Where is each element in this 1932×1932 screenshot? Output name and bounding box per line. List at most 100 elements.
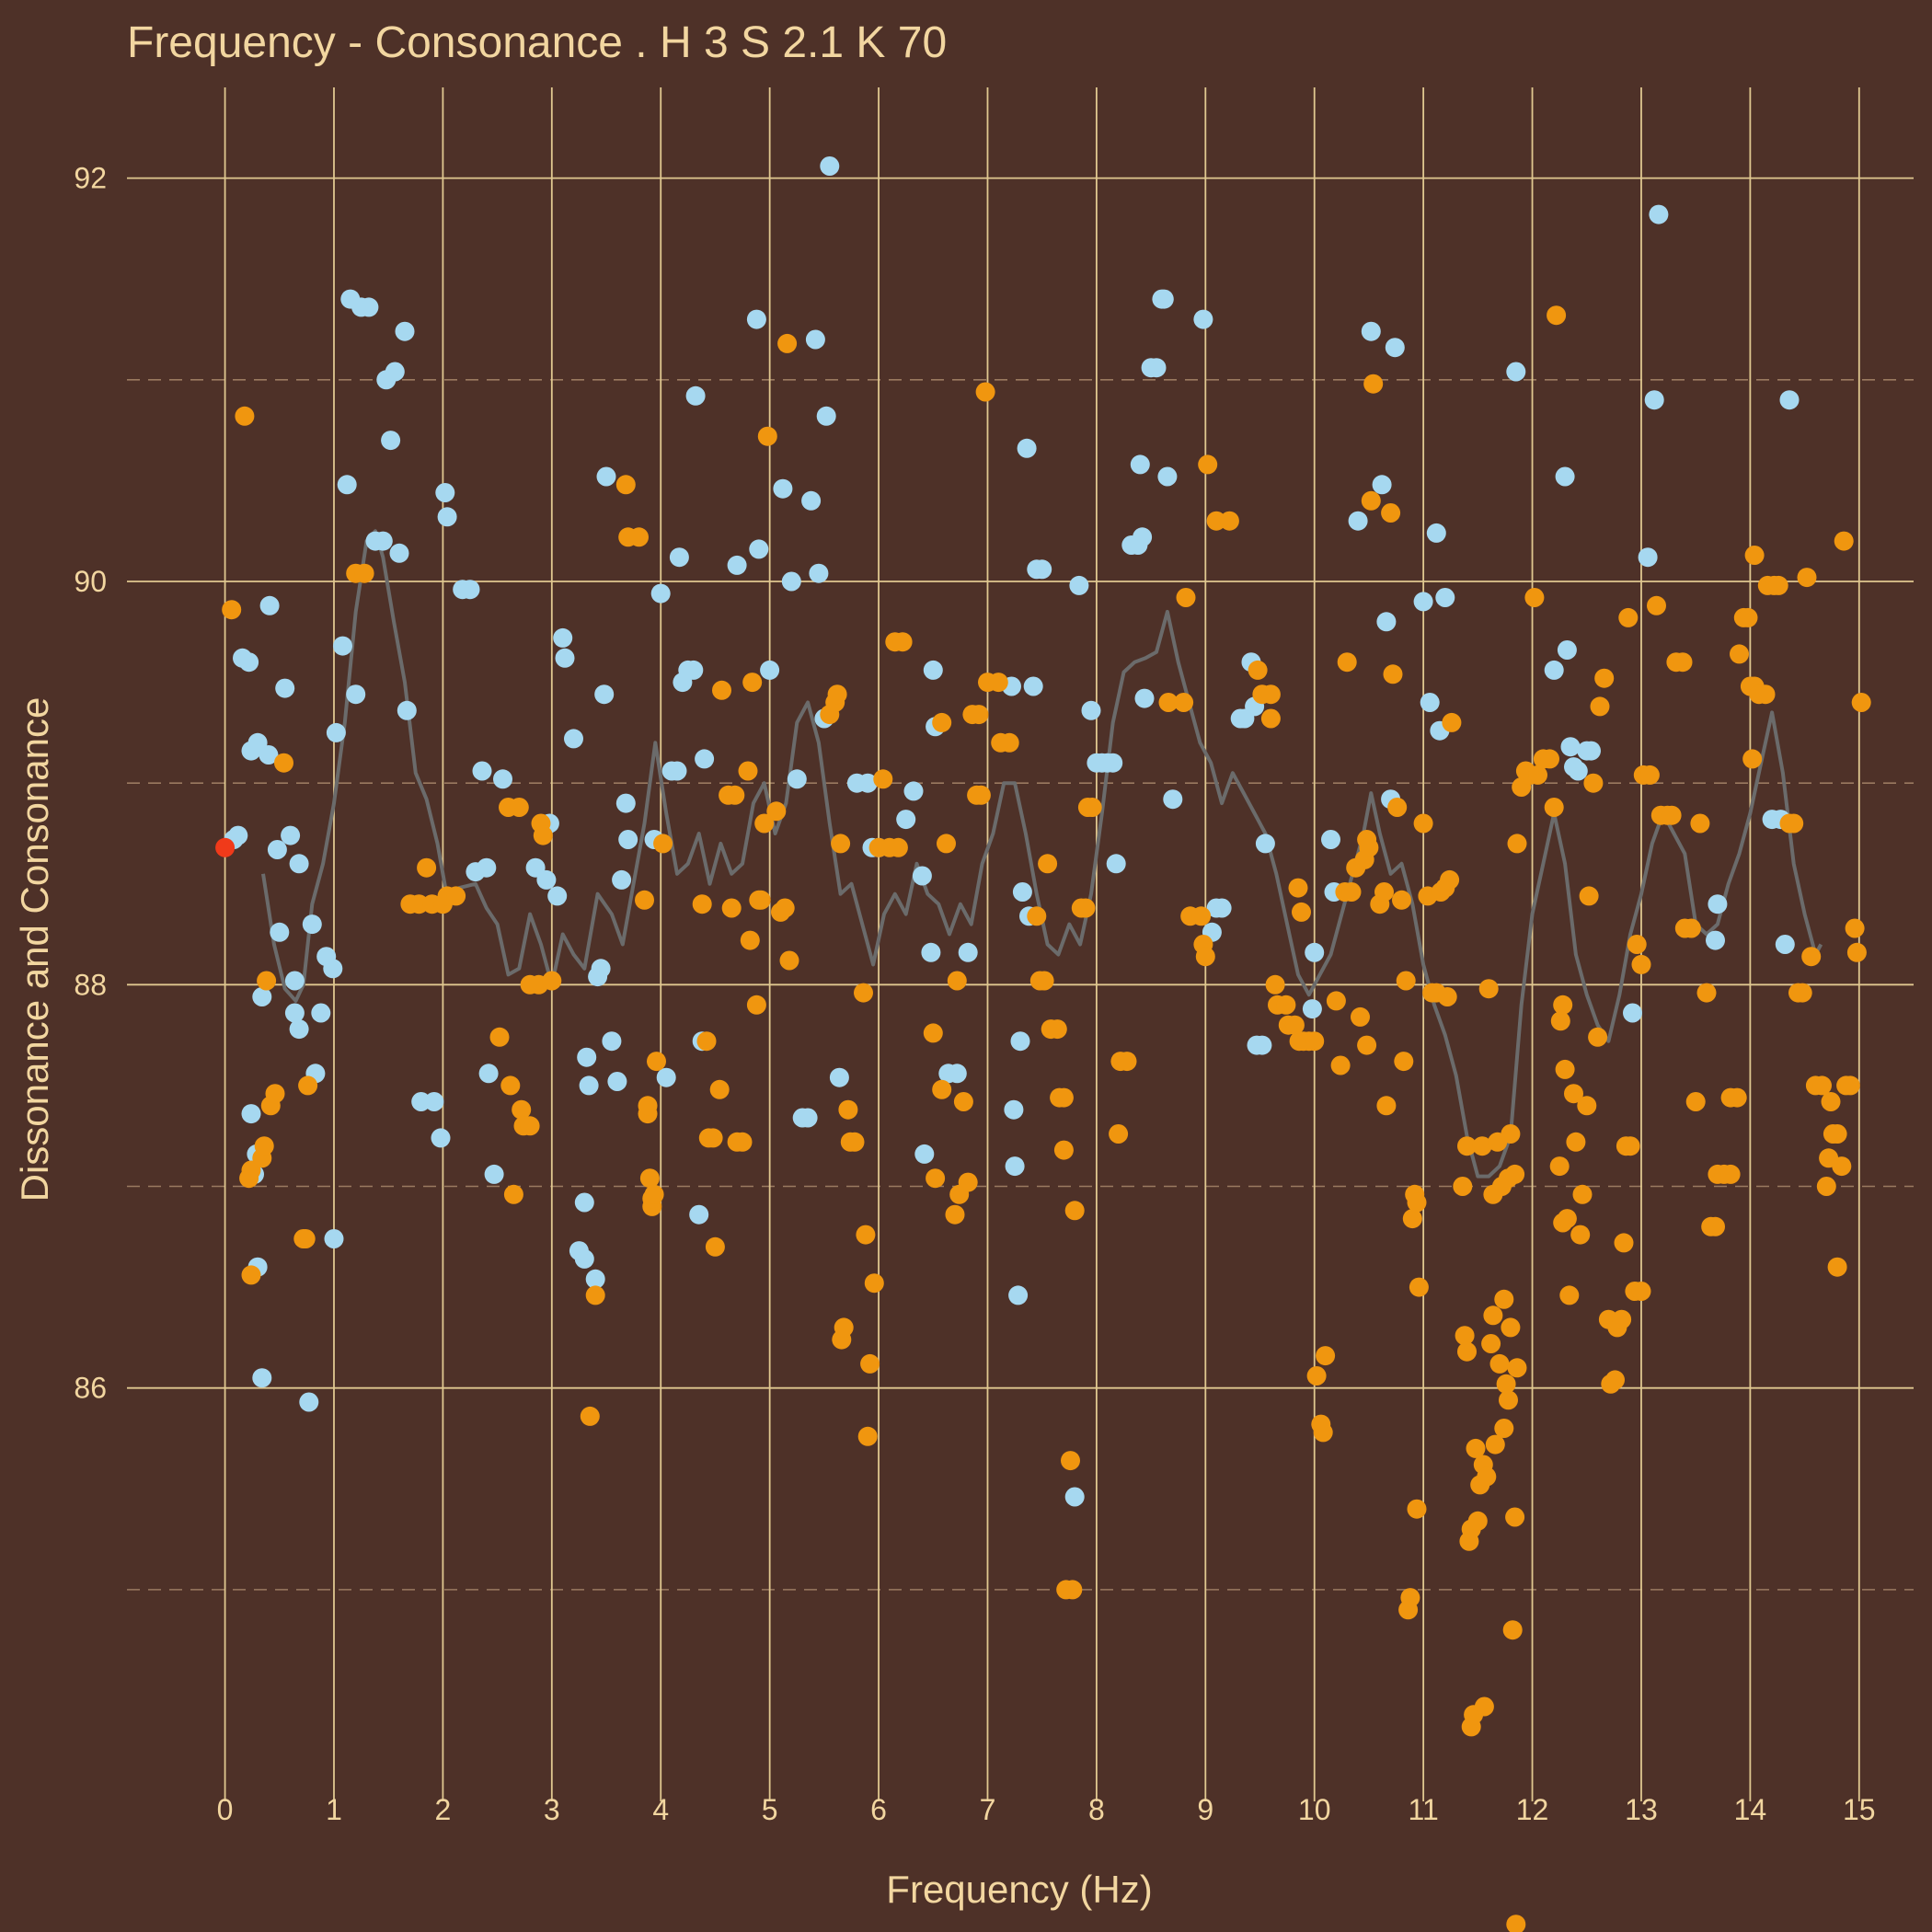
- dissonance-point: [937, 834, 956, 854]
- consonance-point: [577, 1047, 597, 1067]
- dissonance-point: [873, 769, 893, 789]
- dissonance-point: [838, 1099, 858, 1120]
- consonance-point: [267, 840, 287, 859]
- dissonance-point: [845, 1132, 865, 1152]
- x-tick-label: 11: [1409, 1793, 1439, 1826]
- dissonance-point: [1485, 1434, 1505, 1455]
- consonance-point: [1581, 741, 1601, 761]
- dissonance-point: [542, 971, 562, 991]
- dissonance-point: [503, 1184, 523, 1204]
- consonance-point: [650, 583, 671, 604]
- dissonance-point: [1219, 511, 1239, 531]
- consonance-point: [493, 769, 512, 789]
- consonance-point: [760, 660, 780, 680]
- dissonance-point: [1505, 1164, 1525, 1184]
- consonance-point: [564, 729, 583, 749]
- dissonance-point: [1047, 1019, 1067, 1040]
- dissonance-point: [1832, 1156, 1852, 1177]
- consonance-point: [574, 1192, 594, 1213]
- consonance-point: [1081, 700, 1101, 720]
- dissonance-point: [1681, 918, 1701, 938]
- dissonance-point: [1195, 947, 1215, 967]
- dissonance-point: [1506, 1915, 1526, 1932]
- dissonance-point: [779, 950, 799, 971]
- dissonance-point: [1407, 1192, 1427, 1213]
- dissonance-point: [295, 1229, 316, 1248]
- dissonance-point: [1176, 588, 1196, 607]
- dissonance-point: [1363, 374, 1384, 394]
- dissonance-point: [1409, 1277, 1429, 1297]
- dissonance-point: [999, 732, 1019, 753]
- dissonance-point: [856, 1225, 876, 1245]
- dissonance-point: [1738, 607, 1758, 627]
- consonance-point: [333, 636, 352, 656]
- x-tick-label: 1: [326, 1793, 342, 1826]
- dissonance-point: [1260, 708, 1281, 729]
- dissonance-point: [580, 1406, 600, 1426]
- dissonance-point: [1507, 1358, 1527, 1378]
- dissonance-point: [1507, 834, 1527, 854]
- dissonance-point: [1577, 1096, 1597, 1116]
- dissonance-point: [831, 834, 851, 854]
- dissonance-point: [653, 834, 673, 854]
- consonance-point: [1420, 693, 1440, 712]
- dissonance-point: [1061, 1451, 1080, 1471]
- consonance-point: [1426, 523, 1446, 543]
- dissonance-point: [354, 563, 374, 583]
- dissonance-point: [1540, 749, 1559, 769]
- dissonance-point: [1544, 798, 1564, 817]
- consonance-point: [591, 959, 611, 979]
- consonance-point: [669, 547, 689, 568]
- dissonance-point: [1797, 568, 1817, 588]
- dissonance-point: [1501, 1124, 1521, 1144]
- dissonance-point: [725, 785, 745, 805]
- dissonance-point: [1612, 1309, 1632, 1329]
- dissonance-point: [1730, 644, 1749, 664]
- x-tick-label: 7: [980, 1793, 996, 1826]
- dissonance-point: [1816, 1177, 1836, 1196]
- consonance-point: [1255, 834, 1275, 854]
- dissonance-point: [1505, 1507, 1525, 1527]
- consonance-point: [252, 987, 272, 1006]
- consonance-point: [460, 580, 480, 600]
- consonance-point: [478, 1064, 499, 1084]
- dissonance-point: [892, 632, 913, 652]
- dissonance-point: [1361, 490, 1381, 511]
- consonance-point: [275, 678, 295, 698]
- consonance-point: [553, 627, 573, 648]
- dissonance-point: [738, 761, 758, 781]
- dissonance-point: [274, 753, 293, 773]
- dissonance-point: [629, 527, 649, 547]
- consonance-point: [1623, 1003, 1642, 1023]
- dissonance-point: [1413, 813, 1433, 834]
- consonance-point: [373, 531, 393, 551]
- dissonance-point: [1784, 813, 1804, 834]
- dissonance-point: [975, 382, 995, 402]
- dissonance-point: [1768, 575, 1788, 595]
- dissonance-point: [1801, 947, 1822, 967]
- dissonance-point: [1440, 869, 1460, 890]
- consonance-point: [1064, 1487, 1085, 1507]
- consonance-point: [1555, 466, 1575, 487]
- consonance-point: [1779, 390, 1800, 410]
- x-tick-label: 15: [1843, 1793, 1876, 1826]
- consonance-point: [1157, 466, 1178, 487]
- dissonance-point: [712, 680, 731, 700]
- dissonance-point: [1472, 1136, 1492, 1156]
- x-tick-label: 9: [1197, 1793, 1213, 1826]
- dissonance-point: [1553, 995, 1573, 1015]
- consonance-point: [252, 1368, 272, 1388]
- dissonance-point: [1478, 979, 1499, 999]
- dissonance-point: [647, 1052, 666, 1072]
- dissonance-point: [1559, 1285, 1580, 1305]
- consonance-point: [695, 749, 715, 769]
- dissonance-point: [1481, 1334, 1501, 1353]
- consonance-point: [1376, 612, 1397, 632]
- dissonance-point: [751, 890, 771, 910]
- dissonance-point: [1109, 1124, 1129, 1144]
- dissonance-point: [1840, 1075, 1860, 1096]
- dissonance-point: [1499, 1390, 1518, 1410]
- consonance-point: [284, 971, 305, 991]
- dissonance-point: [500, 1075, 521, 1096]
- dissonance-point: [1647, 595, 1666, 615]
